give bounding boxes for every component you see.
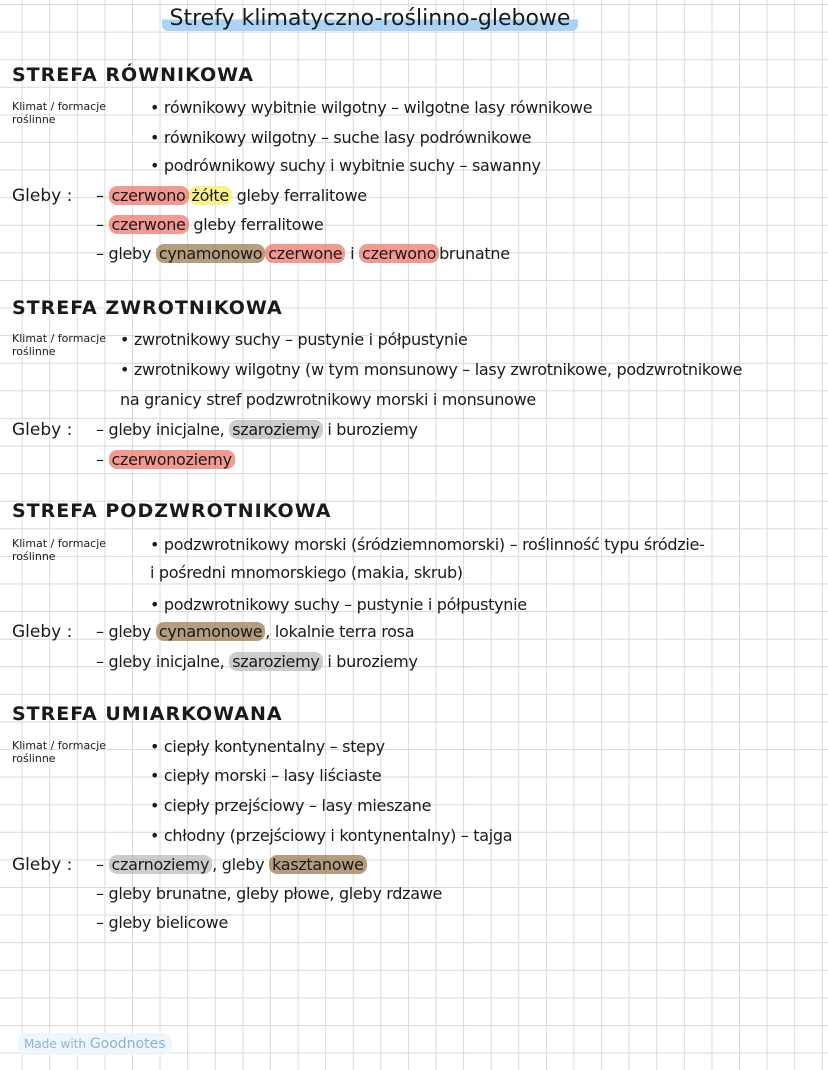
climate-line: • podzwrotnikowy morski (śródziemnomorsk… (150, 535, 705, 554)
soil-line: – gleby inicjalne, szaroziemy i buroziem… (96, 420, 418, 439)
climate-line: • ciepły przejściowy – lasy mieszane (150, 796, 432, 815)
soil-line: – gleby bielicowe (96, 913, 228, 932)
soil-text: – gleby inicjalne, (96, 652, 230, 671)
highlighted-soil: cynamonowe (155, 622, 266, 641)
highlighted-soil: czerwono (108, 186, 189, 205)
soil-text: i (345, 244, 360, 263)
highlighted-soil: czerwone (265, 244, 346, 263)
highlighted-soil: czerwono (359, 244, 440, 263)
soil-line: – gleby brunatne, gleby płowe, gleby rdz… (96, 884, 442, 903)
climate-label: Klimat / formacje roślinne (12, 739, 107, 765)
climate-line: • równikowy wybitnie wilgotny – wilgotne… (150, 98, 593, 117)
soil-text: – (96, 186, 109, 205)
soils-label: Gleby : (12, 186, 73, 206)
highlighted-soil: czerwonoziemy (108, 450, 235, 469)
soil-line: – czerwone gleby ferralitowe (96, 215, 324, 234)
soil-text: – (96, 450, 109, 469)
soil-text: , lokalnie terra rosa (265, 622, 415, 641)
climate-line: • podrównikowy suchy i wybitnie suchy – … (150, 156, 541, 175)
soil-text: – (96, 215, 109, 234)
soil-line: – czerwonoziemy (96, 450, 235, 469)
highlighted-soil: szaroziemy (229, 652, 323, 671)
highlighted-soil: czarnoziemy (108, 855, 213, 874)
highlighted-soil: cynamonowo (155, 244, 266, 263)
soil-text: , gleby (212, 855, 270, 874)
highlighted-soil: kasztanowe (269, 855, 367, 874)
climate-line: • równikowy wilgotny – suche lasy podrów… (150, 128, 532, 147)
soil-text: – gleby (96, 622, 156, 641)
soil-text: – gleby (96, 244, 156, 263)
soil-line: – czarnoziemy, gleby kasztanowe (96, 855, 367, 874)
climate-label: Klimat / formacje roślinne (12, 332, 107, 358)
goodnotes-badge: Made with Goodnotes (18, 1033, 172, 1055)
soil-text: gleby ferralitowe (231, 186, 367, 205)
climate-label: Klimat / formacje roślinne (12, 100, 107, 126)
section-heading: STREFA PODZWROTNIKOWA (12, 500, 332, 522)
soils-label: Gleby : (12, 622, 73, 642)
soil-text: i buroziemy (322, 652, 418, 671)
section-heading: STREFA UMIARKOWANA (12, 703, 283, 725)
climate-line: • zwrotnikowy suchy – pustynie i półpust… (120, 330, 468, 349)
climate-line: • zwrotnikowy wilgotny (w tym monsunowy … (120, 360, 743, 379)
climate-line: • ciepły kontynentalny – stepy (150, 737, 385, 756)
climate-line: • ciepły morski – lasy liściaste (150, 766, 382, 785)
soil-text: – gleby inicjalne, (96, 420, 230, 439)
soil-text: i buroziemy (322, 420, 418, 439)
soil-text: brunatne (439, 244, 510, 263)
highlighted-soil: czerwone (108, 215, 189, 234)
climate-line: • podzwrotnikowy suchy – pustynie i półp… (150, 595, 527, 614)
page-title: Strefy klimatyczno-roślinno-glebowe (160, 6, 580, 31)
climate-line: i pośredni mnomorskiego (makia, skrub) (150, 563, 463, 582)
section-heading: STREFA ZWROTNIKOWA (12, 297, 283, 319)
soil-line: – gleby cynamonowo czerwone i czerwono bru… (96, 244, 510, 263)
soil-text: – gleby bielicowe (96, 913, 228, 932)
soil-text: – (96, 855, 109, 874)
soils-label: Gleby : (12, 420, 73, 440)
soil-line: – gleby inicjalne, szaroziemy i buroziem… (96, 652, 418, 671)
soil-text: gleby ferralitowe (188, 215, 324, 234)
soil-line: – gleby cynamonowe, lokalnie terra rosa (96, 622, 415, 641)
soil-text: – gleby brunatne, gleby płowe, gleby rdz… (96, 884, 443, 903)
soils-label: Gleby : (12, 855, 73, 875)
climate-label: Klimat / formacje roślinne (12, 537, 107, 563)
highlighted-soil: żółte (188, 186, 232, 205)
climate-line: na granicy stref podzwrotnikowy morski i… (120, 390, 536, 409)
section-heading: STREFA RÓWNIKOWA (12, 64, 254, 86)
soil-line: – czerwono żółte gleby ferralitowe (96, 186, 367, 205)
climate-line: • chłodny (przejściowy i kontynentalny) … (150, 826, 513, 845)
highlighted-soil: szaroziemy (229, 420, 323, 439)
